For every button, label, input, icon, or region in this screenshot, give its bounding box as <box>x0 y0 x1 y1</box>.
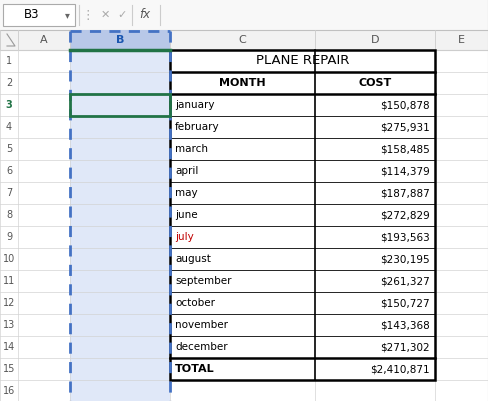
Text: $150,727: $150,727 <box>380 298 430 308</box>
Text: $2,410,871: $2,410,871 <box>370 364 430 374</box>
Text: october: october <box>175 298 215 308</box>
Text: 16: 16 <box>3 386 15 396</box>
Bar <box>70 30 170 50</box>
Text: february: february <box>175 122 220 132</box>
Bar <box>0 30 488 50</box>
Text: december: december <box>175 342 227 352</box>
Text: ▾: ▾ <box>64 10 69 20</box>
Text: 3: 3 <box>6 100 12 110</box>
Text: PLANE REPAIR: PLANE REPAIR <box>256 55 349 67</box>
Text: july: july <box>175 232 194 242</box>
Text: april: april <box>175 166 199 176</box>
Text: 10: 10 <box>3 254 15 264</box>
Text: 1: 1 <box>6 56 12 66</box>
Text: $271,302: $271,302 <box>380 342 430 352</box>
Text: 12: 12 <box>3 298 15 308</box>
Bar <box>70 94 170 116</box>
Text: 11: 11 <box>3 276 15 286</box>
Text: COST: COST <box>358 78 392 88</box>
Text: B3: B3 <box>24 8 40 22</box>
Text: 2: 2 <box>6 78 12 88</box>
Text: 4: 4 <box>6 122 12 132</box>
Text: 5: 5 <box>6 144 12 154</box>
Text: august: august <box>175 254 211 264</box>
Text: $114,379: $114,379 <box>380 166 430 176</box>
Text: may: may <box>175 188 198 198</box>
Text: ✕: ✕ <box>101 10 110 20</box>
Text: $150,878: $150,878 <box>380 100 430 110</box>
Text: $187,887: $187,887 <box>380 188 430 198</box>
Text: $272,829: $272,829 <box>380 210 430 220</box>
Text: 14: 14 <box>3 342 15 352</box>
Bar <box>0 0 488 30</box>
Text: january: january <box>175 100 215 110</box>
Text: september: september <box>175 276 231 286</box>
Text: ✓: ✓ <box>117 10 127 20</box>
Bar <box>70 50 170 401</box>
Text: $275,931: $275,931 <box>380 122 430 132</box>
Text: 7: 7 <box>6 188 12 198</box>
Bar <box>0 50 488 401</box>
Text: E: E <box>458 35 465 45</box>
Text: 6: 6 <box>6 166 12 176</box>
Text: 9: 9 <box>6 232 12 242</box>
Text: $143,368: $143,368 <box>380 320 430 330</box>
Text: A: A <box>40 35 48 45</box>
Text: $230,195: $230,195 <box>380 254 430 264</box>
Text: B: B <box>116 35 124 45</box>
Text: november: november <box>175 320 228 330</box>
Text: june: june <box>175 210 198 220</box>
Text: $193,563: $193,563 <box>380 232 430 242</box>
Bar <box>170 50 435 380</box>
Text: C: C <box>239 35 246 45</box>
Text: $158,485: $158,485 <box>380 144 430 154</box>
Text: MONTH: MONTH <box>219 78 266 88</box>
Bar <box>3 4 75 26</box>
Text: 13: 13 <box>3 320 15 330</box>
Text: march: march <box>175 144 208 154</box>
Text: ⋮: ⋮ <box>82 8 94 22</box>
Text: 15: 15 <box>3 364 15 374</box>
Text: TOTAL: TOTAL <box>175 364 215 374</box>
Text: D: D <box>371 35 379 45</box>
Text: fx: fx <box>140 8 151 22</box>
Bar <box>170 50 435 380</box>
Text: $261,327: $261,327 <box>380 276 430 286</box>
Text: 8: 8 <box>6 210 12 220</box>
